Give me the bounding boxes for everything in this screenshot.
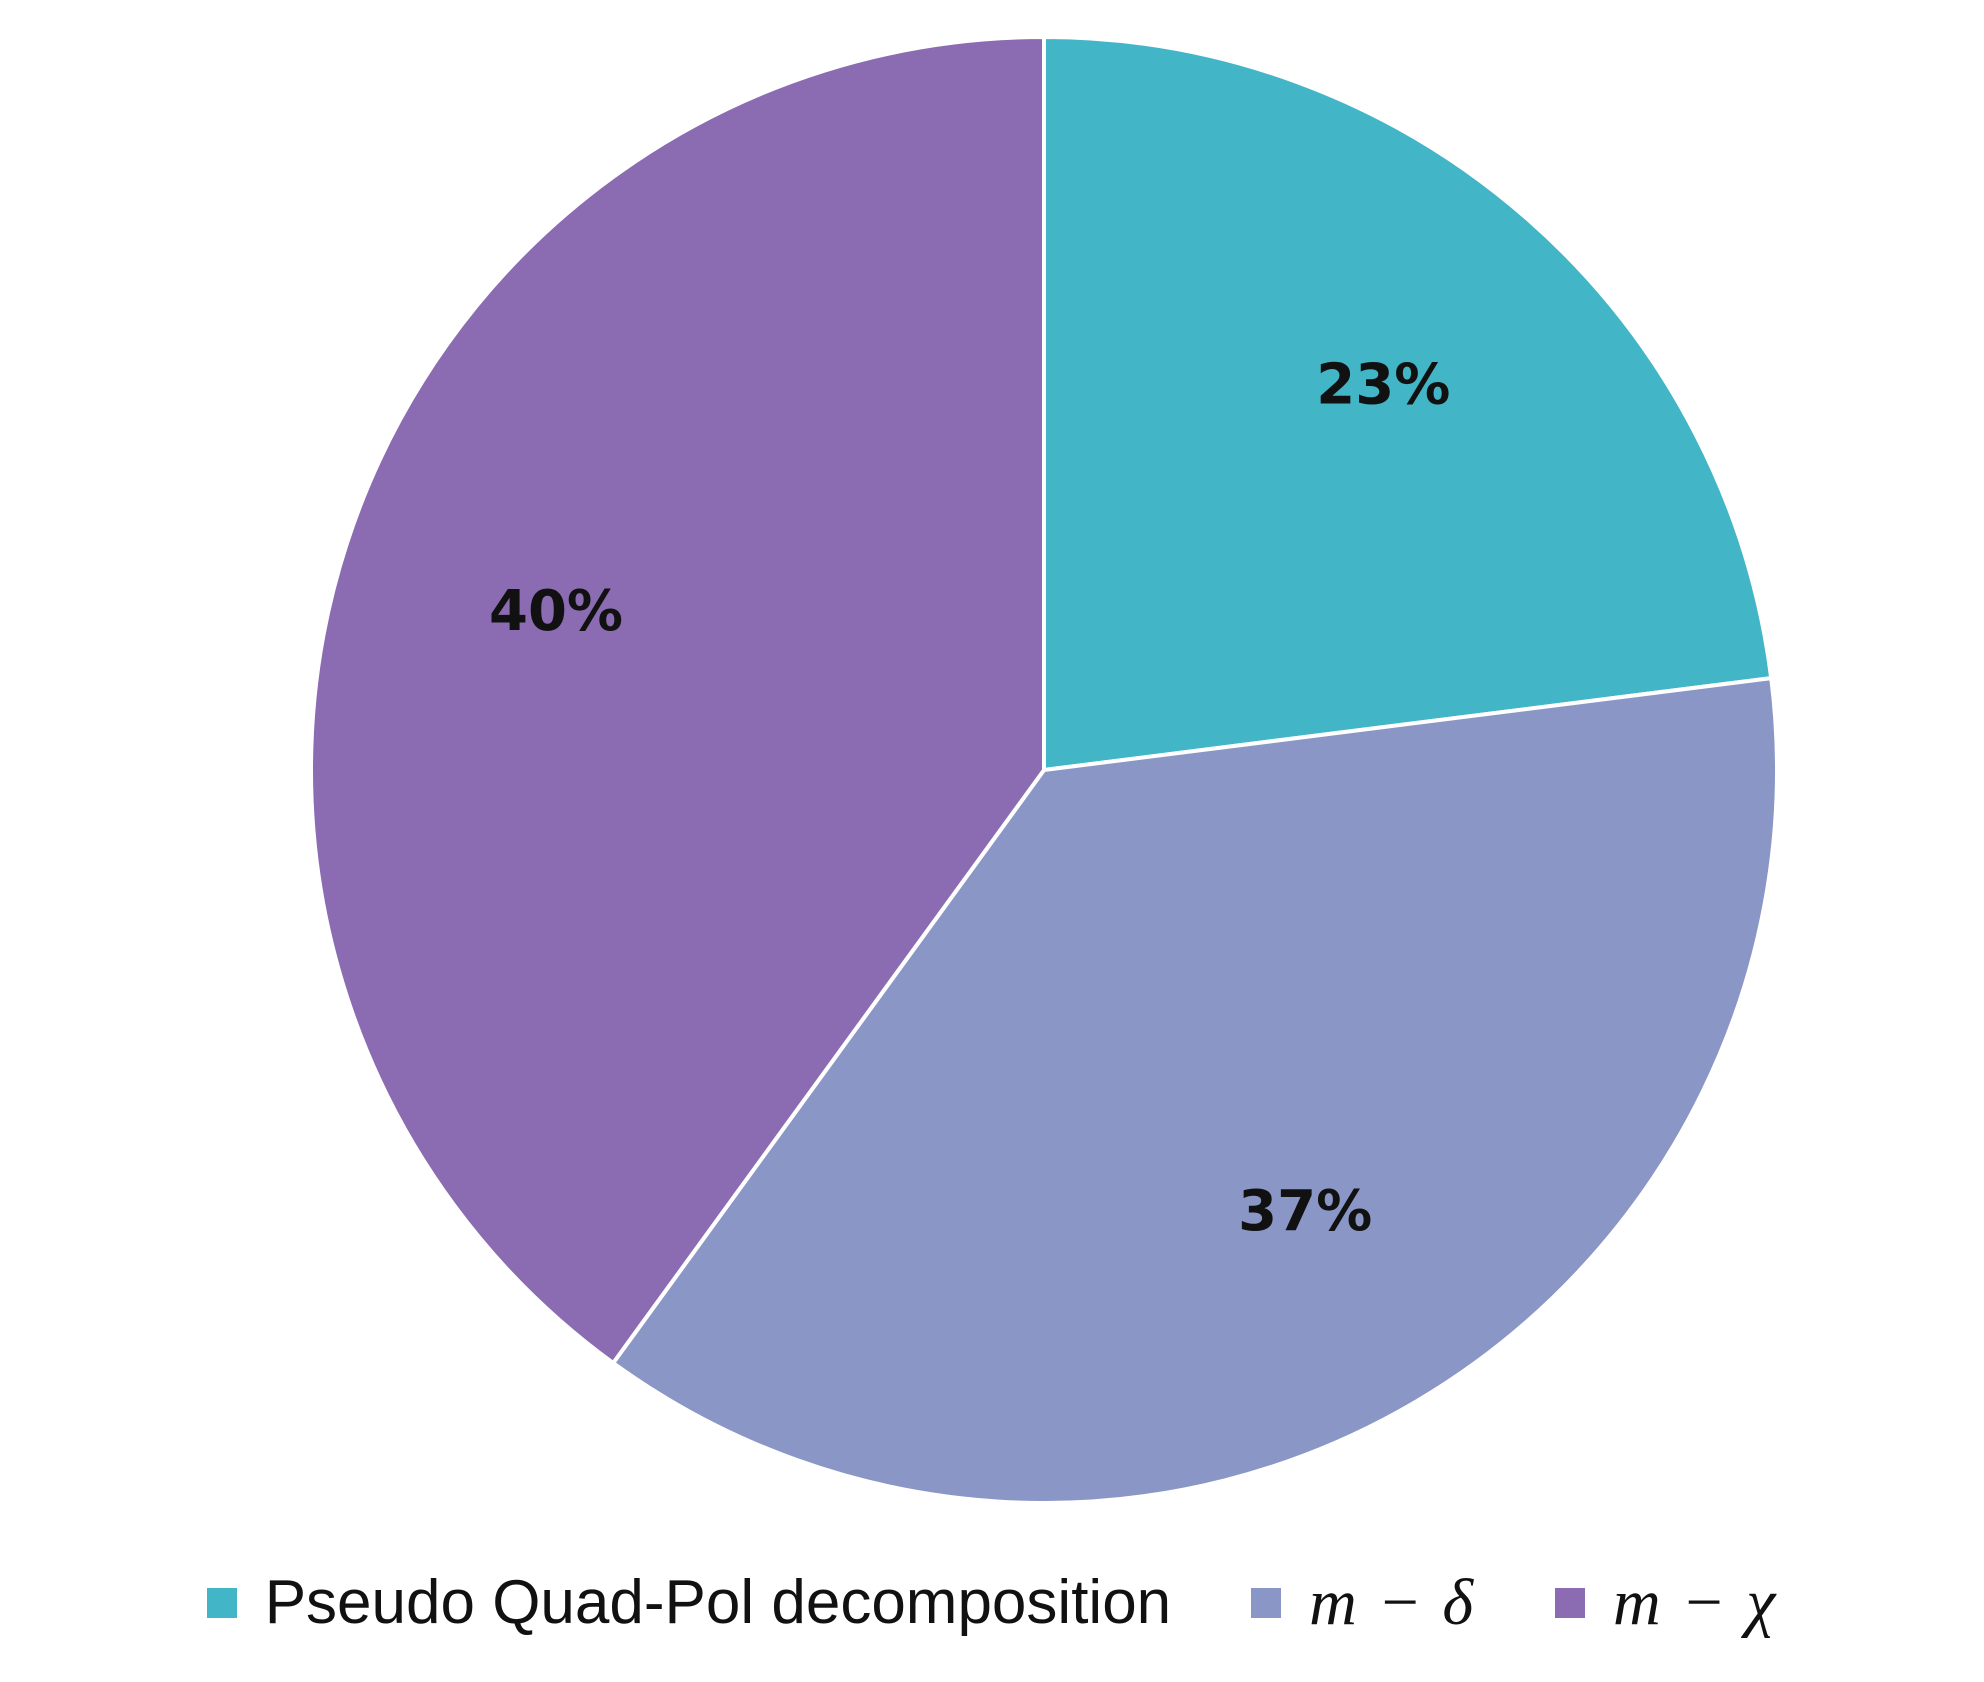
legend-swatch-3 bbox=[1555, 1588, 1586, 1618]
data-label-3: 40% bbox=[489, 579, 623, 644]
pie-slice-3 bbox=[309, 35, 1046, 1366]
legend-label-3: m − χ bbox=[1613, 1566, 1778, 1639]
pie-slice-1 bbox=[1042, 35, 1774, 772]
legend-swatch-1 bbox=[206, 1588, 237, 1618]
data-label-2: 37% bbox=[1238, 1179, 1372, 1244]
chart-legend: Pseudo Quad-Pol decomposition m − δ m − χ bbox=[0, 1548, 1984, 1658]
pie-slices bbox=[309, 35, 1779, 1505]
legend-swatch-2 bbox=[1251, 1588, 1282, 1618]
legend-item-1: Pseudo Quad-Pol decomposition bbox=[206, 1568, 1172, 1637]
legend-label-2: m − δ bbox=[1309, 1566, 1476, 1639]
legend-label-1: Pseudo Quad-Pol decomposition bbox=[264, 1568, 1172, 1637]
data-label-1: 23% bbox=[1316, 353, 1450, 418]
pie-slice-2 bbox=[611, 676, 1779, 1505]
legend-item-3: m − χ bbox=[1555, 1570, 1777, 1636]
legend-item-2: m − δ bbox=[1251, 1570, 1475, 1636]
pie-data-labels: 23% 37% 40% bbox=[489, 353, 1450, 1245]
